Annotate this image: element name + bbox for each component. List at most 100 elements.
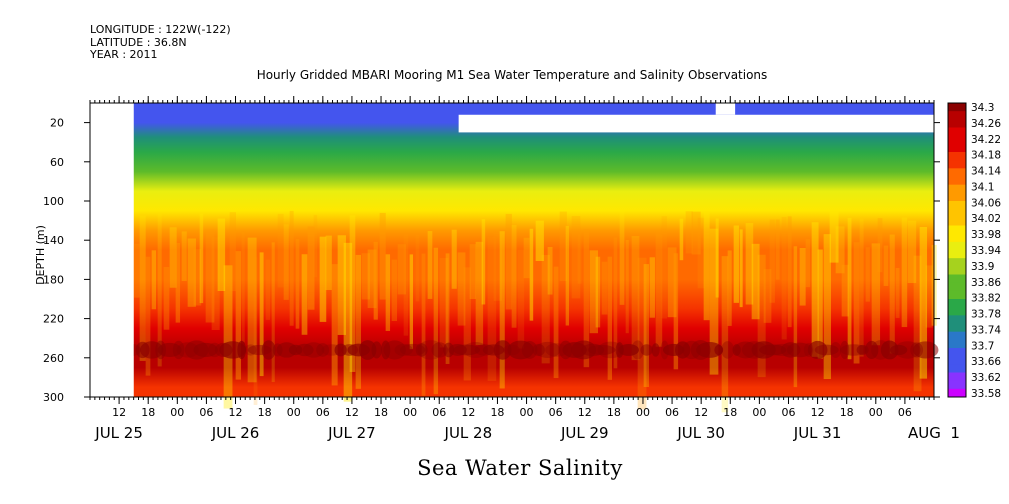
salinity-streak bbox=[565, 225, 569, 326]
salinity-streak bbox=[457, 252, 466, 326]
x-hour-label: 06 bbox=[898, 406, 912, 419]
y-tick-label: 220 bbox=[43, 313, 64, 326]
salinity-streak bbox=[655, 231, 663, 347]
x-hour-label: 12 bbox=[694, 406, 708, 419]
salinity-streak bbox=[499, 231, 505, 389]
salinity-streak bbox=[595, 256, 601, 328]
salinity-streak bbox=[175, 242, 181, 323]
colorbar-swatch bbox=[948, 176, 966, 186]
salinity-streak bbox=[859, 218, 864, 357]
salinity-maximum-patch bbox=[417, 340, 444, 360]
salinity-maximum-patch bbox=[453, 344, 481, 356]
salinity-streak bbox=[145, 256, 151, 376]
salinity-streak bbox=[757, 254, 766, 378]
salinity-maximum-patch bbox=[507, 340, 534, 360]
colorbar-swatch bbox=[948, 241, 966, 251]
salinity-streak bbox=[781, 216, 787, 340]
salinity-streak bbox=[445, 253, 450, 364]
colorbar-swatch bbox=[948, 135, 966, 145]
colorbar-swatch bbox=[948, 119, 966, 128]
salinity-streak bbox=[613, 237, 618, 369]
salinity-streak bbox=[241, 231, 245, 343]
salinity-streak bbox=[409, 254, 414, 350]
salinity-streak bbox=[133, 243, 140, 298]
salinity-streak bbox=[181, 231, 187, 281]
x-hour-label: 18 bbox=[258, 406, 272, 419]
salinity-streak bbox=[541, 254, 550, 364]
colorbar-swatch bbox=[948, 143, 966, 153]
salinity-streak bbox=[199, 213, 204, 304]
salinity-streak bbox=[427, 231, 433, 299]
salinity-streak bbox=[151, 250, 157, 310]
x-hour-label: 18 bbox=[723, 406, 737, 419]
salinity-maximum-patch bbox=[780, 342, 801, 358]
colorbar-swatch bbox=[948, 339, 966, 349]
salinity-streak bbox=[817, 249, 823, 359]
salinity-streak bbox=[313, 214, 318, 278]
salinity-streak bbox=[367, 249, 377, 309]
salinity-streak bbox=[919, 227, 928, 379]
salinity-streak bbox=[787, 216, 792, 328]
salinity-streak bbox=[853, 242, 860, 364]
salinity-streak bbox=[343, 242, 353, 402]
salinity-streak bbox=[355, 254, 362, 389]
colorbar-swatch bbox=[948, 111, 966, 120]
salinity-streak bbox=[169, 227, 177, 288]
salinity-maximum-patch bbox=[880, 340, 899, 360]
x-hour-label: 06 bbox=[199, 406, 213, 419]
salinity-maximum-patch bbox=[580, 343, 605, 357]
salinity-streak bbox=[265, 259, 271, 320]
salinity-streak bbox=[535, 220, 544, 261]
salinity-streak bbox=[841, 264, 849, 317]
salinity-streak bbox=[205, 229, 215, 323]
salinity-streak bbox=[283, 224, 289, 300]
colorbar-label: 33.94 bbox=[971, 245, 1001, 257]
colorbar-swatch bbox=[948, 364, 966, 373]
colorbar-swatch bbox=[948, 323, 966, 333]
salinity-streak bbox=[769, 219, 775, 303]
colorbar-swatch bbox=[948, 225, 966, 235]
x-hour-label: 06 bbox=[781, 406, 795, 419]
colorbar-label: 33.98 bbox=[971, 229, 1001, 241]
salinity-streak bbox=[679, 218, 684, 261]
salinity-streak bbox=[577, 230, 582, 284]
colorbar: 34.3 34.26 34.22 34.18 34.14 34.1 34.06 34.02 33… bbox=[947, 102, 1001, 400]
salinity-streak bbox=[529, 228, 534, 321]
colorbar-swatch bbox=[948, 192, 966, 202]
salinity-streak bbox=[415, 234, 420, 302]
colorbar-swatch bbox=[948, 274, 966, 284]
colorbar-swatch bbox=[948, 380, 966, 390]
salinity-maximum-patch bbox=[912, 341, 939, 359]
colorbar-label: 34.02 bbox=[971, 213, 1001, 225]
salinity-maximum-patch bbox=[244, 344, 257, 356]
salinity-maximum-patch bbox=[208, 342, 222, 358]
colorbar-swatch bbox=[948, 258, 966, 267]
salinity-streak bbox=[163, 266, 170, 330]
salinity-streak bbox=[649, 257, 655, 318]
salinity-streak bbox=[631, 236, 640, 361]
salinity-streak bbox=[301, 254, 308, 335]
colorbar-label: 34.3 bbox=[971, 102, 994, 114]
salinity-streak bbox=[433, 247, 439, 395]
salinity-streak bbox=[337, 235, 346, 335]
salinity-streak bbox=[799, 247, 806, 306]
salinity-streak bbox=[751, 243, 760, 320]
salinity-streak bbox=[475, 241, 484, 346]
salinity-streak bbox=[583, 229, 590, 368]
salinity-maximum-patch bbox=[381, 340, 391, 360]
x-hour-label: 12 bbox=[811, 406, 825, 419]
salinity-streak bbox=[247, 237, 257, 383]
salinity-streak bbox=[517, 249, 525, 349]
x-day-label: JUL 28 bbox=[444, 424, 493, 442]
salinity-maximum-patch bbox=[463, 341, 488, 358]
salinity-streak bbox=[571, 216, 581, 299]
salinity-maximum-patch bbox=[157, 342, 182, 358]
colorbar-swatch bbox=[948, 348, 966, 357]
salinity-streak bbox=[877, 218, 883, 273]
salinity-streak bbox=[193, 249, 202, 306]
salinity-streak bbox=[871, 243, 881, 346]
salinity-streak bbox=[373, 241, 378, 320]
salinity-maximum-patch bbox=[431, 342, 448, 358]
salinity-maximum-patch bbox=[734, 341, 758, 359]
